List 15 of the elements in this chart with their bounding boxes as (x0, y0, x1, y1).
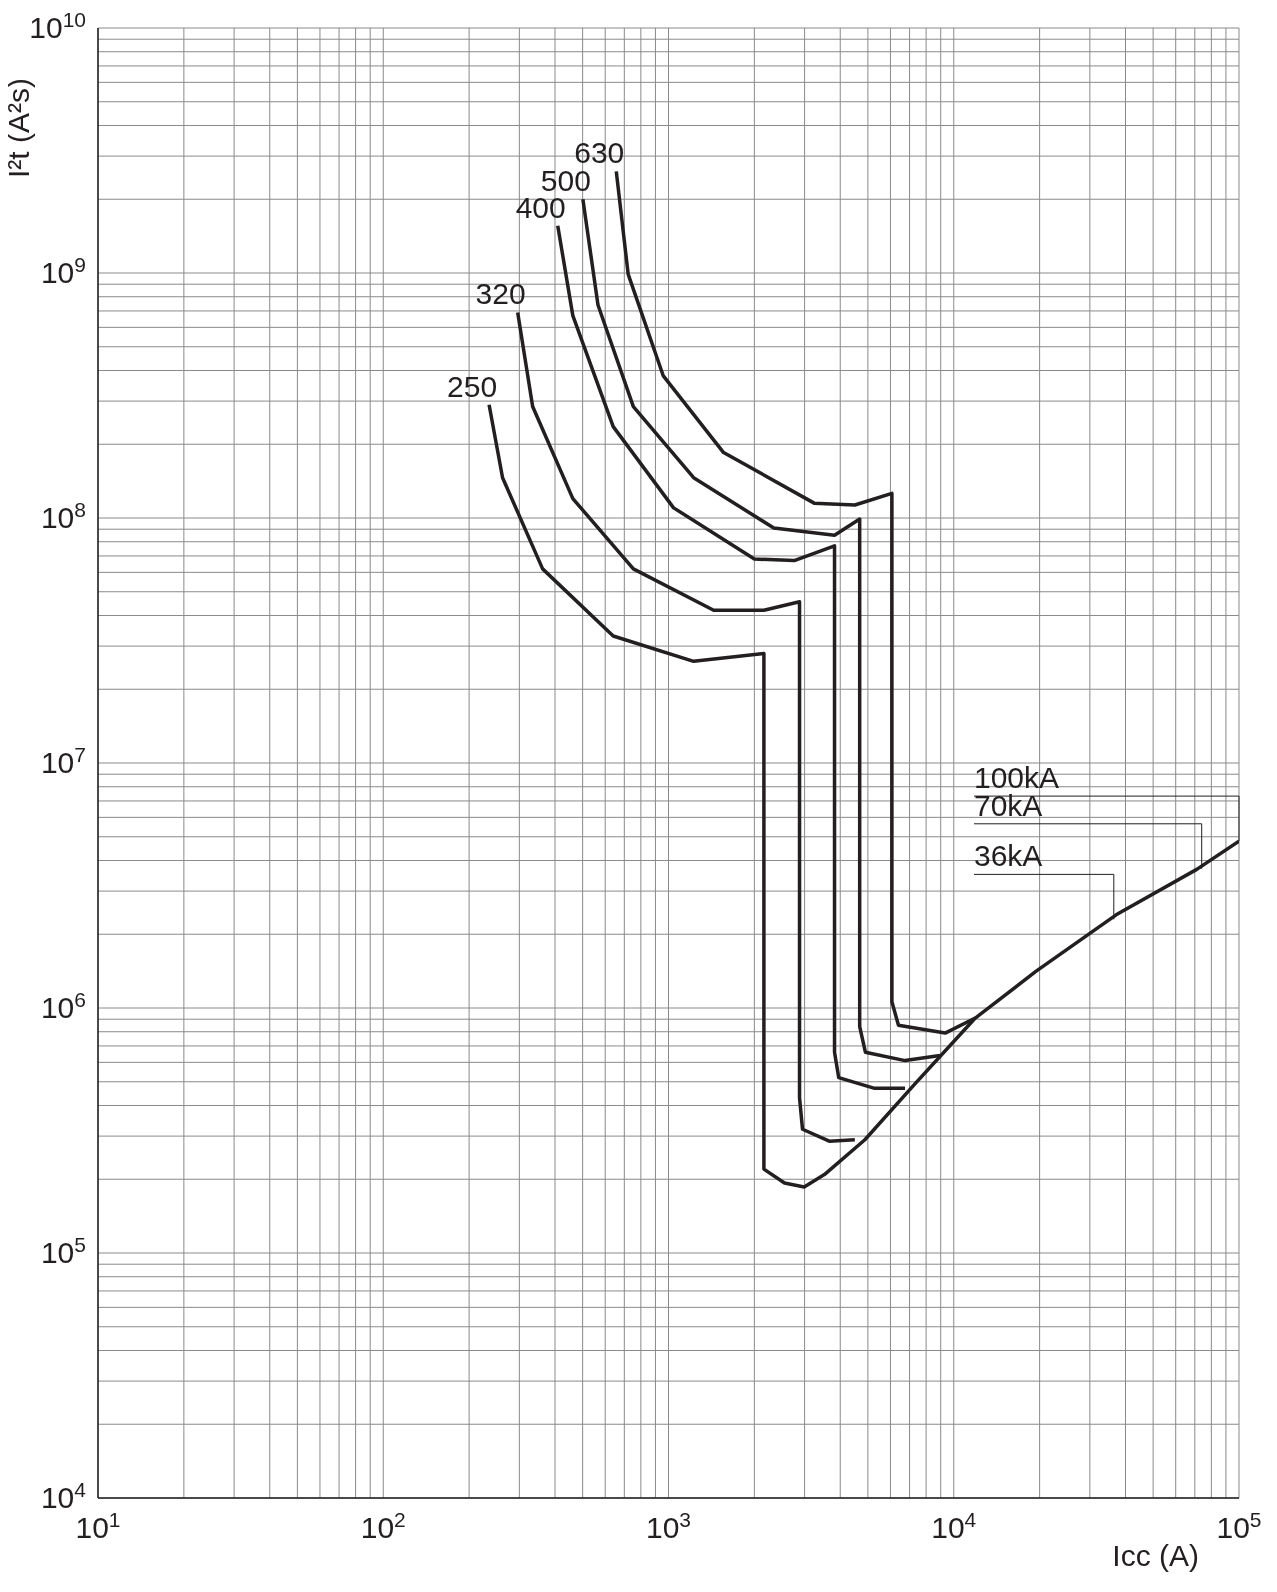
x-tick-label: 10$^{4}$ (931, 1507, 977, 1544)
y-tick-label: 10$^{10}$ (29, 7, 86, 44)
annotation: 36kA (974, 839, 1043, 873)
y-axis-title: I²t (A²s) (2, 78, 36, 178)
series-label: 250 (447, 369, 498, 403)
x-axis-title: Icc (A) (1112, 1539, 1199, 1572)
y-tick-label: 10$^{5}$ (40, 1232, 86, 1269)
y-tick-label: 10$^{6}$ (40, 987, 86, 1024)
y-tick-label: 10$^{9}$ (40, 252, 86, 289)
y-tick-label: 10$^{7}$ (40, 742, 86, 779)
y-tick-label: 10$^{8}$ (40, 497, 86, 534)
x-tick-label: 10$^{5}$ (1216, 1507, 1262, 1544)
x-tick-label: 10$^{3}$ (645, 1507, 692, 1544)
series-label: 320 (475, 277, 526, 311)
x-tick-label: 10$^{2}$ (360, 1507, 406, 1544)
